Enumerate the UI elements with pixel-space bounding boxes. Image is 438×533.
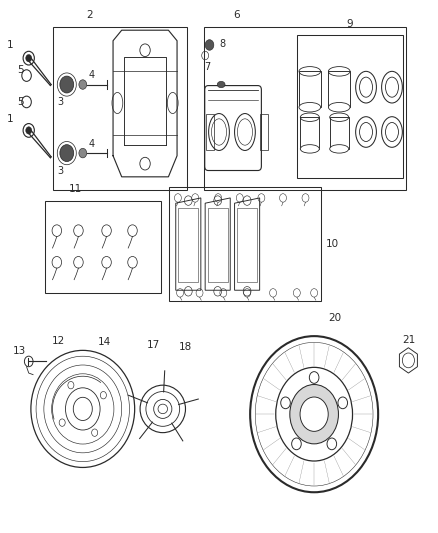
Text: 4: 4: [88, 139, 95, 149]
Text: 8: 8: [220, 39, 226, 49]
Text: 5: 5: [17, 65, 23, 75]
Text: 12: 12: [52, 336, 65, 346]
Circle shape: [327, 438, 337, 450]
Bar: [204, 27, 406, 190]
Bar: [260, 114, 268, 150]
Bar: [328, 71, 350, 107]
Text: 7: 7: [204, 62, 210, 72]
Bar: [300, 117, 319, 149]
Bar: [178, 208, 198, 282]
Text: 14: 14: [98, 337, 111, 348]
Bar: [299, 71, 321, 107]
Text: 6: 6: [233, 10, 240, 20]
Ellipse shape: [330, 144, 349, 153]
Circle shape: [290, 384, 339, 444]
Bar: [53, 27, 187, 190]
Text: 1: 1: [7, 114, 13, 124]
Circle shape: [300, 397, 328, 431]
Text: 4: 4: [88, 70, 95, 80]
Text: 13: 13: [13, 346, 26, 356]
Text: 18: 18: [179, 342, 192, 352]
Text: 21: 21: [402, 335, 415, 344]
Text: 3: 3: [57, 97, 64, 107]
Bar: [297, 36, 403, 178]
Circle shape: [60, 76, 74, 93]
Bar: [208, 208, 228, 282]
Circle shape: [60, 144, 74, 161]
Bar: [169, 188, 321, 301]
Ellipse shape: [217, 82, 225, 88]
Ellipse shape: [300, 144, 319, 153]
Bar: [237, 208, 257, 282]
Text: 17: 17: [147, 340, 160, 350]
Bar: [45, 200, 161, 293]
Circle shape: [26, 54, 32, 62]
Circle shape: [292, 438, 301, 450]
Text: 10: 10: [326, 239, 339, 249]
Text: 20: 20: [328, 313, 342, 323]
Circle shape: [205, 39, 214, 50]
Text: 3: 3: [57, 166, 64, 175]
Bar: [206, 114, 214, 150]
Circle shape: [309, 372, 319, 383]
Text: 2: 2: [86, 10, 92, 20]
Circle shape: [338, 397, 347, 409]
Circle shape: [79, 80, 87, 90]
Text: 1: 1: [7, 40, 13, 50]
Ellipse shape: [299, 102, 321, 112]
Text: 9: 9: [346, 19, 353, 29]
Bar: [330, 117, 349, 149]
Text: 5: 5: [17, 97, 23, 107]
Circle shape: [281, 397, 290, 409]
Circle shape: [79, 148, 87, 158]
Ellipse shape: [328, 102, 350, 112]
Circle shape: [26, 127, 32, 134]
Text: 11: 11: [69, 184, 82, 194]
